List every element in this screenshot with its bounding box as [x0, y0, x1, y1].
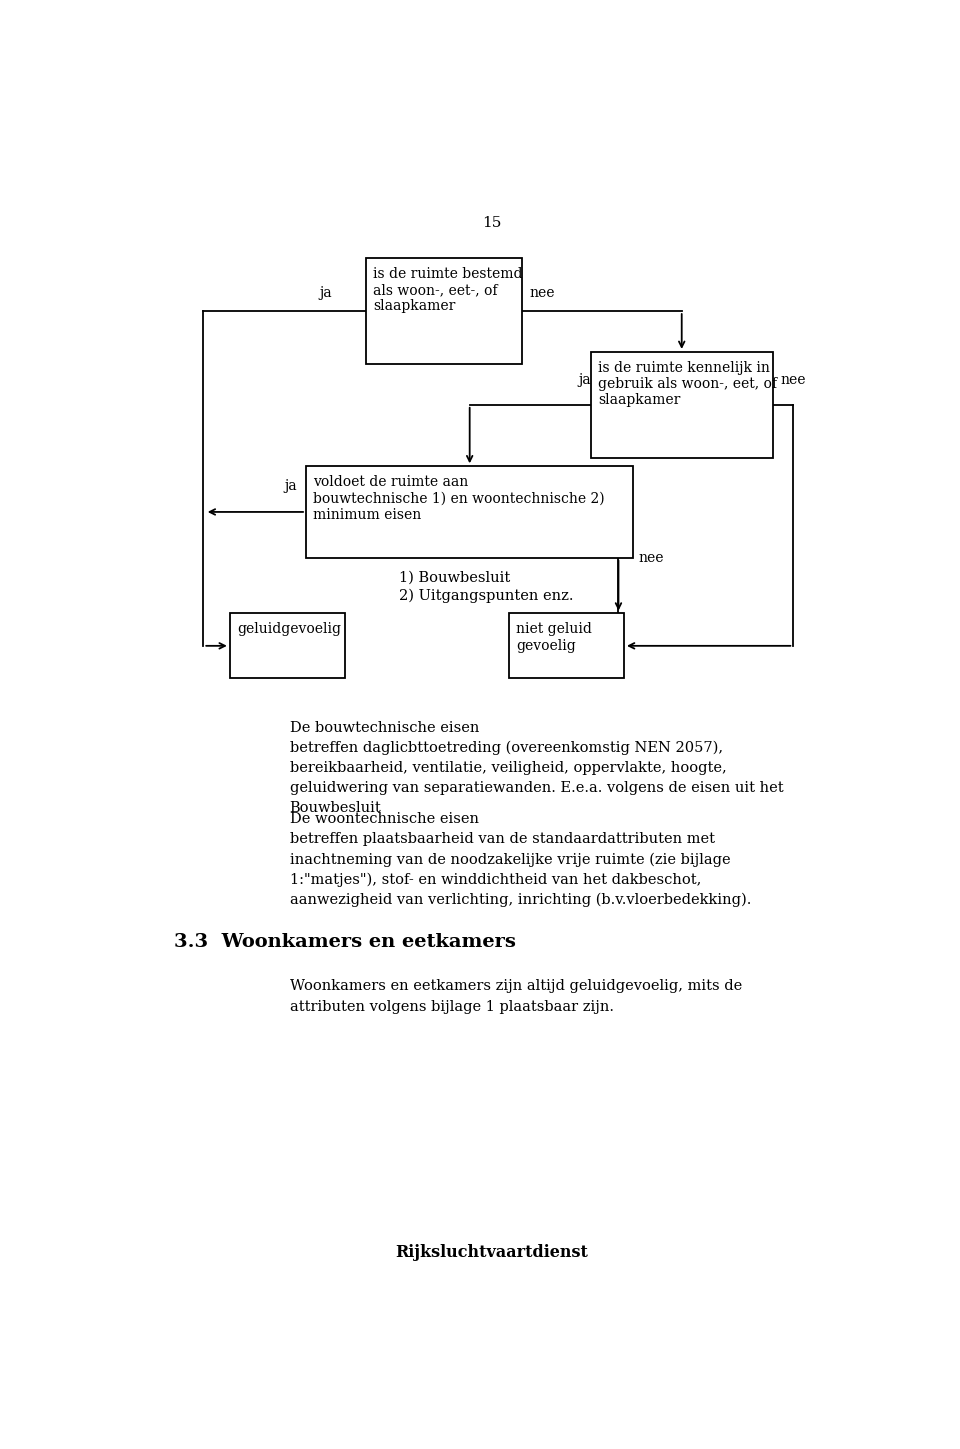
Bar	[590, 352, 773, 458]
Text: ja: ja	[284, 480, 297, 493]
Text: voldoet de ruimte aan
bouwtechnische 1) en woontechnische 2)
minimum eisen: voldoet de ruimte aan bouwtechnische 1) …	[313, 475, 605, 522]
Text: ja: ja	[578, 374, 591, 387]
Bar	[509, 613, 624, 678]
Text: geluidgevoelig: geluidgevoelig	[237, 623, 341, 636]
Text: De bouwtechnische eisen: De bouwtechnische eisen	[290, 720, 479, 735]
Bar	[306, 467, 634, 558]
Text: Rijksluchtvaartdienst: Rijksluchtvaartdienst	[396, 1245, 588, 1261]
Text: 15: 15	[482, 216, 502, 230]
Text: betreffen plaatsbaarheid van de standaardattributen met: betreffen plaatsbaarheid van de standaar…	[290, 832, 714, 846]
Text: nee: nee	[529, 287, 555, 300]
Text: bereikbaarheid, ventilatie, veiligheid, oppervlakte, hoogte,: bereikbaarheid, ventilatie, veiligheid, …	[290, 761, 727, 775]
Text: 2) Uitgangspunten enz.: 2) Uitgangspunten enz.	[399, 588, 573, 603]
Text: Woonkamers en eetkamers zijn altijd geluidgevoelig, mits de: Woonkamers en eetkamers zijn altijd gelu…	[290, 980, 742, 994]
Text: De woontechnische eisen: De woontechnische eisen	[290, 811, 479, 826]
Text: is de ruimte bestemd
als woon-, eet-, of
slaapkamer: is de ruimte bestemd als woon-, eet-, of…	[372, 267, 522, 313]
Text: niet geluid
gevoelig: niet geluid gevoelig	[516, 623, 592, 652]
Text: 3.3  Woonkamers en eetkamers: 3.3 Woonkamers en eetkamers	[175, 933, 516, 951]
Text: inachtneming van de noodzakelijke vrije ruimte (zie bijlage: inachtneming van de noodzakelijke vrije …	[290, 852, 731, 867]
Text: 1:"matjes"), stof- en winddichtheid van het dakbeschot,: 1:"matjes"), stof- en winddichtheid van …	[290, 872, 701, 887]
Text: aanwezigheid van verlichting, inrichting (b.v.vloerbedekking).: aanwezigheid van verlichting, inrichting…	[290, 893, 751, 907]
Text: 1) Bouwbesluit: 1) Bouwbesluit	[399, 571, 511, 585]
Text: Bouwbesluit: Bouwbesluit	[290, 801, 381, 814]
Text: geluidwering van separatiewanden. E.e.a. volgens de eisen uit het: geluidwering van separatiewanden. E.e.a.…	[290, 781, 783, 796]
Text: nee: nee	[638, 551, 664, 565]
Text: nee: nee	[780, 374, 806, 387]
Text: is de ruimte kennelijk in
gebruik als woon-, eet, of
slaapkamer: is de ruimte kennelijk in gebruik als wo…	[598, 361, 777, 407]
Bar	[229, 613, 345, 678]
Text: ja: ja	[320, 287, 332, 300]
Bar	[366, 258, 522, 364]
Text: betreffen daglicbttoetreding (overeenkomstig NEN 2057),: betreffen daglicbttoetreding (overeenkom…	[290, 740, 723, 755]
Text: attributen volgens bijlage 1 plaatsbaar zijn.: attributen volgens bijlage 1 plaatsbaar …	[290, 1000, 613, 1013]
